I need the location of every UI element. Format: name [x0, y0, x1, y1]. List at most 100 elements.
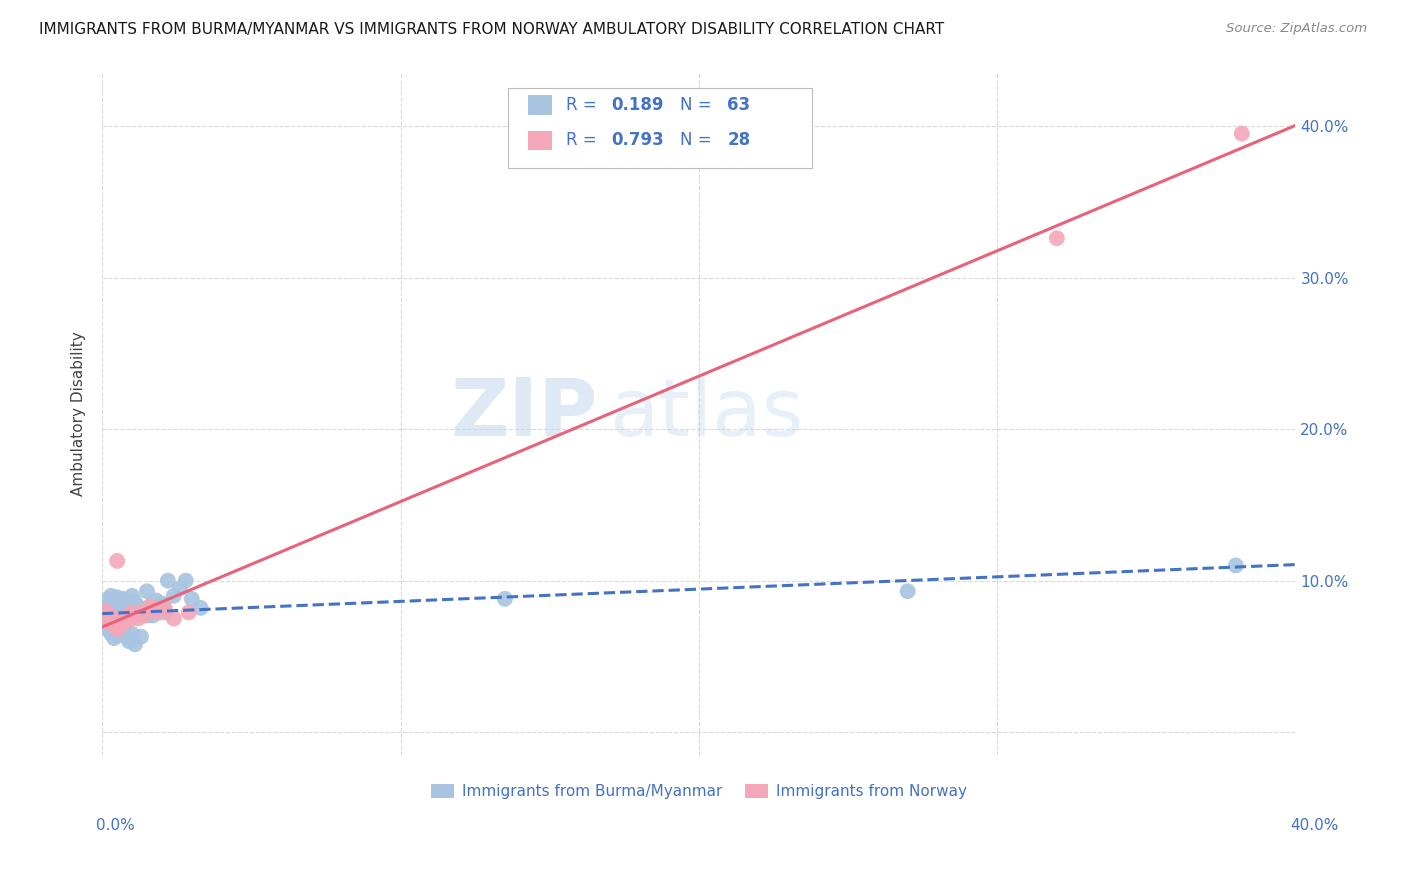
Text: N =: N =	[679, 131, 717, 150]
Point	[129, 630, 152, 644]
Point	[190, 601, 212, 615]
Text: 0.189: 0.189	[612, 96, 664, 114]
Point	[97, 615, 120, 630]
Point	[97, 591, 120, 606]
Point	[124, 637, 146, 651]
Point	[103, 624, 125, 638]
Point	[105, 598, 128, 612]
Point	[108, 613, 131, 627]
Point	[103, 611, 125, 625]
Point	[897, 584, 920, 599]
Point	[118, 634, 141, 648]
Point	[115, 596, 138, 610]
Point	[127, 611, 149, 625]
Point	[132, 606, 155, 620]
Point	[127, 607, 149, 621]
Text: R =: R =	[567, 131, 602, 150]
Text: Source: ZipAtlas.com: Source: ZipAtlas.com	[1226, 22, 1367, 36]
Point	[112, 615, 135, 630]
Point	[112, 622, 135, 636]
Point	[121, 606, 143, 620]
Point	[163, 589, 186, 603]
Point	[118, 608, 141, 623]
Point	[115, 610, 138, 624]
Point	[145, 593, 167, 607]
Point	[103, 619, 125, 633]
Point	[97, 607, 120, 621]
Point	[142, 602, 165, 616]
Point	[112, 591, 135, 606]
Point	[156, 574, 179, 588]
Point	[108, 595, 131, 609]
Point	[129, 606, 152, 620]
Point	[1225, 558, 1247, 573]
Point	[94, 619, 117, 633]
Point	[1046, 231, 1069, 245]
Point	[163, 611, 186, 625]
Text: 40.0%: 40.0%	[1291, 818, 1339, 832]
Point	[129, 602, 152, 616]
Point	[112, 604, 135, 618]
Point	[127, 599, 149, 614]
Point	[153, 606, 176, 620]
FancyBboxPatch shape	[508, 88, 813, 169]
Point	[121, 589, 143, 603]
Text: N =: N =	[679, 96, 717, 114]
Point	[121, 626, 143, 640]
Text: R =: R =	[567, 96, 602, 114]
Point	[121, 606, 143, 620]
Point	[136, 584, 159, 599]
Bar	[529, 95, 553, 114]
Point	[180, 591, 202, 606]
Point	[139, 599, 162, 614]
Point	[108, 608, 131, 623]
Text: 63: 63	[727, 96, 751, 114]
Point	[142, 608, 165, 623]
Point	[100, 610, 122, 624]
Point	[115, 630, 138, 644]
Point	[103, 607, 125, 621]
Point	[105, 606, 128, 620]
Point	[115, 606, 138, 620]
Point	[108, 619, 131, 633]
Point	[94, 611, 117, 625]
Point	[136, 608, 159, 623]
Point	[177, 606, 200, 620]
Point	[94, 615, 117, 629]
Point	[103, 599, 125, 614]
Y-axis label: Ambulatory Disability: Ambulatory Disability	[72, 332, 86, 496]
Text: 0.0%: 0.0%	[96, 818, 135, 832]
Point	[94, 604, 117, 618]
Point	[103, 631, 125, 645]
Point	[174, 574, 197, 588]
Point	[100, 596, 122, 610]
Point	[105, 554, 128, 568]
Point	[105, 622, 128, 636]
Point	[100, 626, 122, 640]
Point	[121, 598, 143, 612]
Text: 28: 28	[727, 131, 751, 150]
Point	[148, 606, 170, 620]
Text: atlas: atlas	[609, 375, 804, 453]
Legend: Immigrants from Burma/Myanmar, Immigrants from Norway: Immigrants from Burma/Myanmar, Immigrant…	[425, 778, 973, 805]
Point	[103, 593, 125, 607]
Point	[97, 601, 120, 615]
Text: ZIP: ZIP	[450, 375, 598, 453]
Point	[124, 595, 146, 609]
Point	[118, 599, 141, 614]
Point	[100, 604, 122, 618]
Text: IMMIGRANTS FROM BURMA/MYANMAR VS IMMIGRANTS FROM NORWAY AMBULATORY DISABILITY CO: IMMIGRANTS FROM BURMA/MYANMAR VS IMMIGRA…	[39, 22, 945, 37]
Point	[105, 628, 128, 642]
Bar	[529, 131, 553, 150]
Point	[132, 608, 155, 623]
Point	[139, 599, 162, 614]
Point	[169, 581, 191, 595]
Point	[124, 608, 146, 623]
Point	[94, 611, 117, 625]
Point	[108, 601, 131, 615]
Point	[105, 591, 128, 605]
Point	[97, 622, 120, 636]
Point	[148, 601, 170, 615]
Point	[1230, 127, 1253, 141]
Point	[108, 625, 131, 640]
